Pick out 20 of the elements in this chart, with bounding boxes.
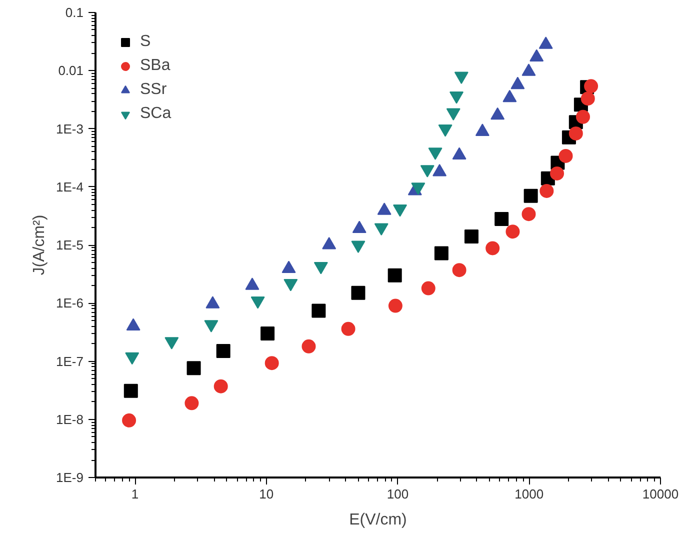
y-tick-label: 1E-7	[56, 354, 84, 369]
y-tick-label: 1E-6	[56, 296, 84, 311]
x-tick-label: 1	[131, 486, 139, 502]
legend-label: SSr	[140, 81, 167, 99]
y-tick-label: 1E-5	[56, 238, 84, 252]
y-tick-label: 0.1	[65, 5, 84, 20]
y-tick-label: 1E-3	[56, 121, 84, 136]
x-tick-label: 1000	[514, 486, 544, 502]
legend-label: SCa	[140, 105, 172, 123]
x-tick-label: 100	[386, 486, 409, 502]
legend-label: SBa	[140, 57, 170, 75]
x-tick-label: 10	[259, 486, 274, 502]
y-tick-label: 1E-8	[56, 412, 84, 427]
y-tick-label: 0.01	[58, 63, 84, 78]
x-tick-label: 10000	[642, 486, 679, 502]
x-axis-title: E(V/cm)	[349, 512, 407, 528]
y-tick-label: 1E-4	[56, 179, 84, 194]
legend-label: S	[140, 33, 152, 51]
y-tick-label: 1E-9	[56, 470, 84, 485]
y-axis-title: J(A/cm²)	[31, 214, 48, 276]
